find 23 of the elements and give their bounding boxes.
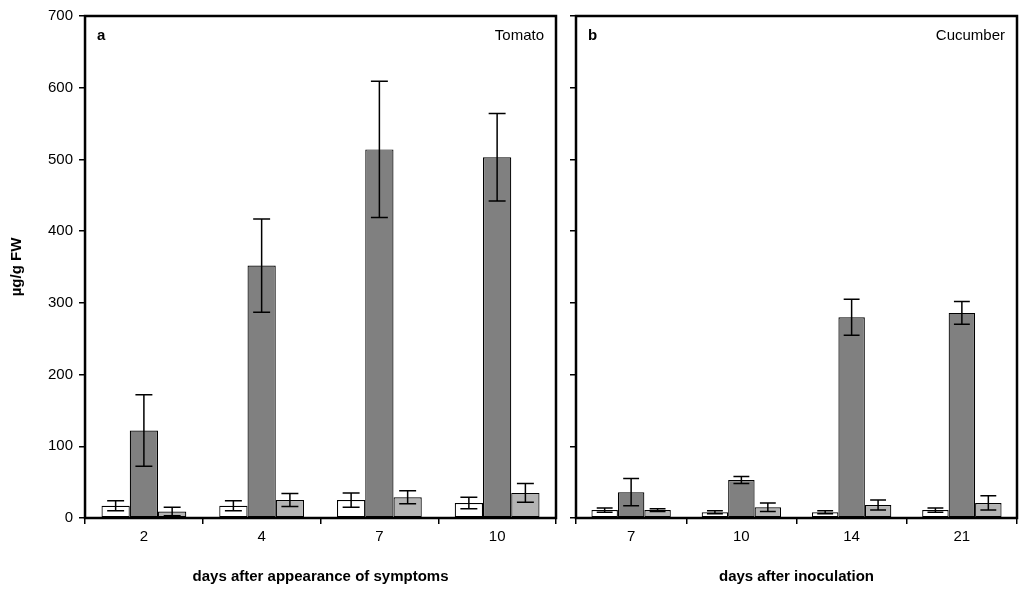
y-tick-label: 400 [48, 221, 74, 239]
y-tick-label: 200 [48, 364, 74, 382]
x-tick-label: 14 [843, 527, 860, 545]
annotation: Cucumber [935, 25, 1005, 43]
y-tick-label: 600 [48, 77, 74, 95]
y-tick-label: 500 [48, 149, 74, 167]
x-tick-label: 21 [953, 527, 971, 545]
x-axis-title: days after inoculation [718, 567, 875, 585]
x-axis-title: days after appearance of symptoms [192, 567, 449, 585]
y-tick-label: 700 [48, 6, 74, 24]
annotation: Tomato [494, 25, 544, 43]
x-tick-label: 7 [626, 527, 636, 545]
y-tick-label: 300 [48, 293, 74, 310]
x-tick-label: 10 [488, 527, 506, 545]
x-tick-label: 2 [139, 527, 149, 545]
annotation: a [97, 25, 107, 43]
y-tick-label: 0 [64, 508, 74, 526]
x-tick-label: 4 [257, 527, 266, 545]
annotation: b [588, 25, 598, 43]
y-axis-title: µg/g FW [7, 236, 25, 297]
x-tick-label: 10 [733, 527, 750, 545]
y-tick-label: 100 [48, 436, 74, 454]
x-tick-label: 7 [375, 527, 384, 545]
